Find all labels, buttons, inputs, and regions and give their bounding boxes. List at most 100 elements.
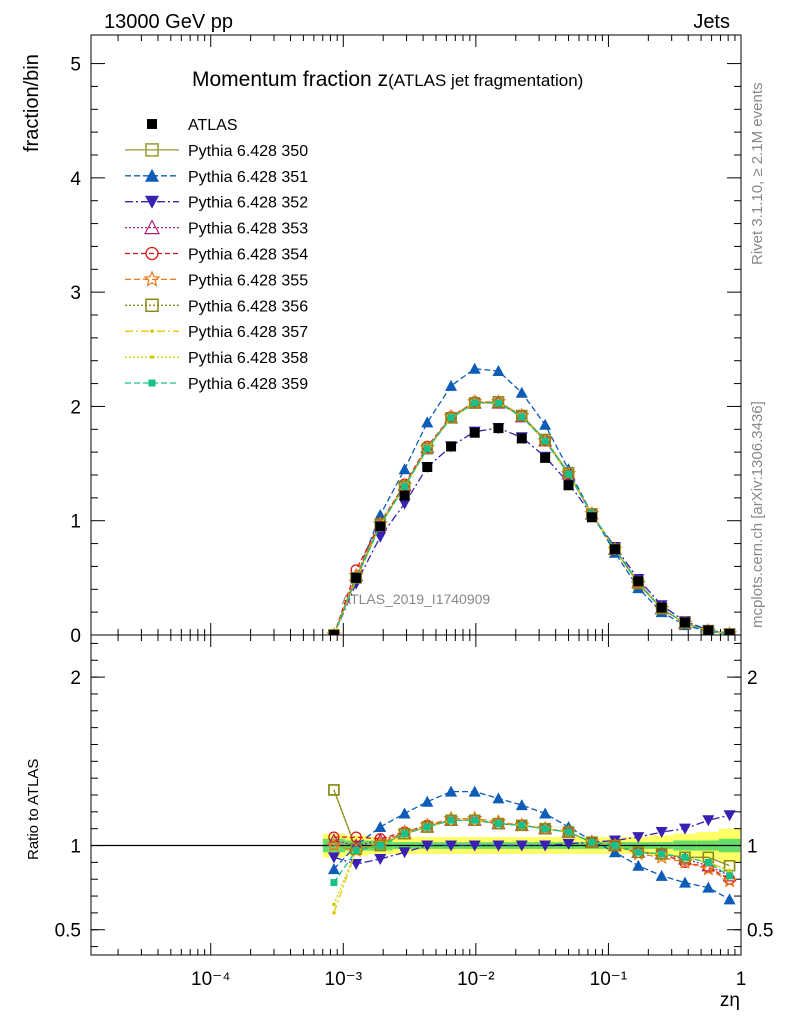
rivet-label: Rivet 3.1.10, ≥ 2.1M events (749, 83, 766, 266)
data-point (398, 463, 411, 475)
data-point (445, 840, 458, 852)
data-point (445, 379, 458, 391)
data-point (563, 480, 574, 491)
legend-item: Pythia 6.428 355 (125, 270, 308, 289)
data-point (447, 816, 455, 824)
data-point (703, 625, 714, 635)
main-plot-area: 0 1 2 3 4 5 (70, 34, 742, 647)
data-point (516, 409, 528, 422)
data-point (721, 872, 738, 888)
data-point (469, 427, 480, 438)
data-point (374, 854, 387, 865)
x-axis-label: zη (720, 990, 740, 1011)
data-point (398, 827, 411, 840)
data-point (398, 807, 411, 819)
data-point (423, 445, 431, 453)
ratio-series-pythia-6-428-357 (332, 818, 732, 915)
data-point (468, 840, 481, 852)
y-tick-label: 5 (70, 55, 81, 76)
data-point (398, 847, 411, 859)
data-point (447, 414, 455, 422)
ratio-series-pythia-6-428-358 (332, 818, 732, 907)
data-point (328, 784, 340, 796)
data-point (515, 799, 528, 811)
data-point (723, 893, 736, 905)
data-point (611, 842, 619, 850)
series-pythia-6-428-352 (327, 423, 736, 635)
x-tick-label: 10⁻⁴ (191, 969, 230, 990)
data-point (723, 810, 736, 822)
legend-item: Pythia 6.428 350 (125, 143, 308, 160)
data-point (398, 498, 411, 510)
data-point (145, 298, 159, 313)
data-point (375, 521, 386, 532)
data-point (147, 119, 157, 129)
y-tick-label: 3 (70, 283, 81, 304)
data-point (145, 195, 159, 209)
data-point (471, 816, 479, 824)
data-point (539, 807, 552, 819)
data-point (634, 848, 642, 856)
data-point (655, 827, 668, 839)
data-point (421, 795, 434, 807)
legend-item: Pythia 6.428 353 (125, 219, 308, 238)
data-point (150, 329, 154, 334)
ratio-plot-area: 10⁻⁴ 10⁻³ 10⁻² 10⁻¹ 1 0.5 0.5 1 1 2 2 (55, 634, 773, 990)
data-point (494, 399, 502, 407)
data-point (421, 821, 434, 833)
legend-item: Pythia 6.428 358 (125, 350, 308, 367)
data-point (328, 630, 339, 635)
series-atlas (328, 423, 735, 635)
data-point (658, 850, 666, 858)
data-point (350, 859, 363, 871)
data-point (679, 851, 691, 864)
data-point (724, 628, 735, 635)
data-point (681, 853, 689, 861)
data-point (586, 512, 597, 523)
series-line (333, 427, 730, 635)
data-point (565, 828, 573, 836)
data-point (445, 412, 457, 424)
data-point (679, 617, 690, 628)
data-point (421, 442, 434, 455)
legend-label: Pythia 6.428 354 (188, 247, 308, 264)
data-point (327, 852, 340, 864)
data-point (515, 386, 528, 398)
data-point (539, 840, 552, 852)
legend-label: Pythia 6.428 359 (188, 376, 308, 393)
data-point (352, 847, 360, 855)
x-tick-label: 10⁻² (457, 969, 495, 990)
analysis-watermark: ATLAS_2019_I1740909 (342, 591, 491, 607)
legend-label: Pythia 6.428 353 (188, 221, 308, 238)
legend-item: Pythia 6.428 359 (125, 376, 308, 393)
ratio-frame (90, 634, 742, 956)
data-point (445, 785, 458, 797)
data-point (539, 822, 551, 835)
data-point (494, 820, 502, 828)
data-point (328, 831, 340, 843)
data-point (633, 576, 644, 587)
data-point (492, 365, 505, 376)
data-point (655, 869, 668, 881)
legend-item: Pythia 6.428 352 (125, 195, 308, 212)
data-point (562, 466, 575, 479)
data-point (326, 837, 342, 853)
data-point (401, 482, 409, 490)
y-tick-label: 0 (70, 626, 81, 647)
data-point (702, 881, 715, 893)
legend-label: Pythia 6.428 351 (188, 169, 308, 186)
y-tick-label: 1 (70, 512, 81, 533)
data-point (704, 858, 712, 866)
data-point (468, 362, 481, 374)
data-point (422, 462, 433, 472)
x-tick-label: 1 (736, 969, 747, 990)
legend-label: Pythia 6.428 356 (188, 298, 308, 315)
data-point (700, 861, 716, 876)
data-point (562, 838, 575, 850)
data-point (332, 911, 336, 915)
data-point (332, 902, 336, 907)
data-point (678, 876, 691, 888)
legend-item: ATLAS (147, 117, 238, 134)
header-right: Jets (693, 11, 730, 33)
